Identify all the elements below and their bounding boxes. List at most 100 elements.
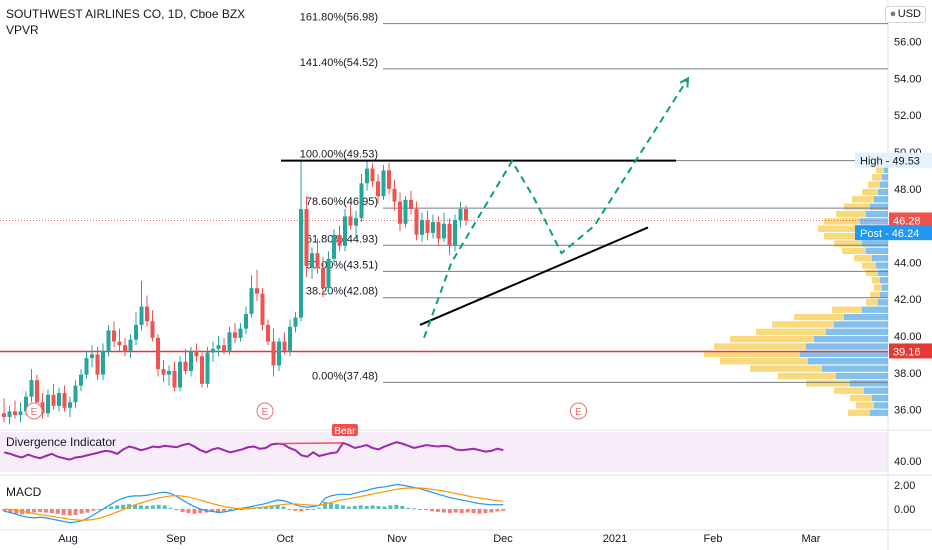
currency-button[interactable]: ⦁ USD: [885, 6, 926, 23]
macd-histogram-bar: [477, 508, 482, 514]
macd-histogram-bar: [453, 508, 458, 513]
macd-histogram-bar: [67, 508, 72, 516]
time-axis-label: Feb: [704, 533, 723, 545]
macd-histogram-bar: [121, 504, 126, 509]
vpvr-down-bar: [750, 365, 822, 372]
vpvr-up-bar: [880, 181, 888, 188]
candle-body: [24, 396, 28, 412]
macd-histogram-bar: [352, 505, 357, 509]
time-axis-label: Sep: [166, 533, 186, 545]
vpvr-down-bar: [854, 255, 872, 262]
candle-body: [101, 350, 105, 375]
time-axis-label: Mar: [802, 533, 821, 545]
candle-body: [431, 221, 435, 233]
vpvr-up-bar: [884, 166, 888, 174]
candle-body: [255, 288, 259, 294]
candle-body: [216, 345, 221, 349]
vpvr-down-bar: [862, 188, 878, 196]
candle-body: [332, 234, 336, 259]
vpvr-up-bar: [850, 380, 888, 387]
candle-body: [57, 393, 61, 406]
candle-body: [2, 413, 6, 417]
candle-body: [227, 332, 232, 351]
fib-level-label: 100.00%(49.53): [300, 149, 378, 161]
vpvr-down-bar: [852, 196, 874, 203]
vpvr-up-bar: [882, 284, 888, 291]
candle-body: [387, 170, 391, 189]
macd-histogram-bar: [144, 505, 149, 509]
candle-body: [178, 361, 182, 388]
macd-histogram-bar: [424, 508, 429, 511]
macd-histogram-bar: [412, 508, 417, 510]
macd-histogram-bar: [239, 508, 244, 510]
vpvr-down-bar: [862, 262, 876, 269]
candle-body: [134, 324, 138, 340]
candle-body: [205, 352, 210, 384]
vpvr-down-bar: [832, 306, 862, 313]
candle-body: [106, 330, 111, 351]
candle-body: [62, 393, 67, 408]
macd-histogram-bar: [400, 505, 405, 509]
fib-level-label: 61.80%(44.93): [306, 233, 378, 245]
vpvr-down-bar: [848, 409, 870, 416]
candle-body: [150, 321, 155, 338]
candle-body: [348, 216, 353, 226]
macd-signal-line: [4, 487, 504, 521]
candle-body: [222, 345, 226, 351]
macd-histogram-bar: [186, 508, 191, 514]
vpvr-up-bar: [880, 291, 888, 299]
divergence-tick-label: 40.00: [894, 456, 922, 468]
macd-histogram-bar: [14, 508, 19, 514]
vpvr-down-bar: [794, 313, 844, 321]
candle-body: [442, 223, 446, 239]
support-price-label-bg: [889, 343, 932, 359]
candle-body: [194, 350, 199, 357]
earnings-marker-icon: [256, 402, 274, 420]
earnings-marker-label: E: [262, 407, 269, 418]
vpvr-down-bar: [778, 372, 836, 380]
symbol-title[interactable]: SOUTHWEST AIRLINES CO, 1D, Cboe BZX: [6, 7, 246, 21]
candle-body: [79, 374, 83, 386]
vpvr-down-bar: [876, 166, 884, 174]
divergence-bear-label: Bear: [334, 426, 356, 437]
vpvr-down-bar: [806, 380, 850, 387]
macd-histogram-bar: [364, 505, 369, 509]
vpvr-up-bar: [866, 247, 888, 255]
fib-level-label: 161.80%(56.98): [300, 12, 378, 24]
vpvr-down-bar: [834, 240, 862, 247]
candle-body: [238, 328, 243, 338]
vpvr-down-bar: [872, 277, 880, 284]
vpvr-down-bar: [844, 203, 870, 210]
vpvr-up-bar: [834, 321, 888, 328]
indicator-vpvr-label[interactable]: VPVR: [6, 23, 39, 37]
earnings-marker-icon: [25, 402, 43, 420]
macd-histogram-bar: [358, 505, 363, 509]
divergence-indicator-title[interactable]: Divergence Indicator: [6, 435, 117, 449]
candle-body: [420, 220, 424, 235]
last-price-label: 46.28: [893, 215, 921, 227]
fib-level-label: 78.60%(46.95): [306, 196, 378, 208]
post-price-label: Post - 46.24: [860, 228, 919, 240]
candle-body: [381, 170, 386, 197]
candle-body: [84, 358, 89, 375]
macd-title[interactable]: MACD: [6, 485, 42, 499]
candle-body: [233, 332, 237, 338]
macd-histogram-bar: [447, 508, 452, 514]
candle-body: [189, 350, 193, 371]
projection-arrowhead: [679, 76, 690, 88]
macd-histogram-bar: [329, 503, 334, 509]
price-tick-label: 42.00: [894, 294, 922, 306]
macd-histogram-bar: [459, 508, 464, 514]
candle-body: [172, 370, 177, 388]
macd-histogram-bar: [192, 508, 197, 514]
vpvr-down-bar: [850, 394, 872, 402]
macd-histogram-bar: [228, 508, 233, 511]
candle-body: [403, 199, 408, 224]
fib-level-label: 141.40%(54.52): [300, 57, 378, 69]
candle-body: [326, 258, 331, 289]
macd-histogram-bar: [293, 508, 298, 511]
candle-body: [409, 199, 413, 210]
candle-body: [354, 218, 358, 226]
vpvr-down-bar: [704, 350, 800, 358]
